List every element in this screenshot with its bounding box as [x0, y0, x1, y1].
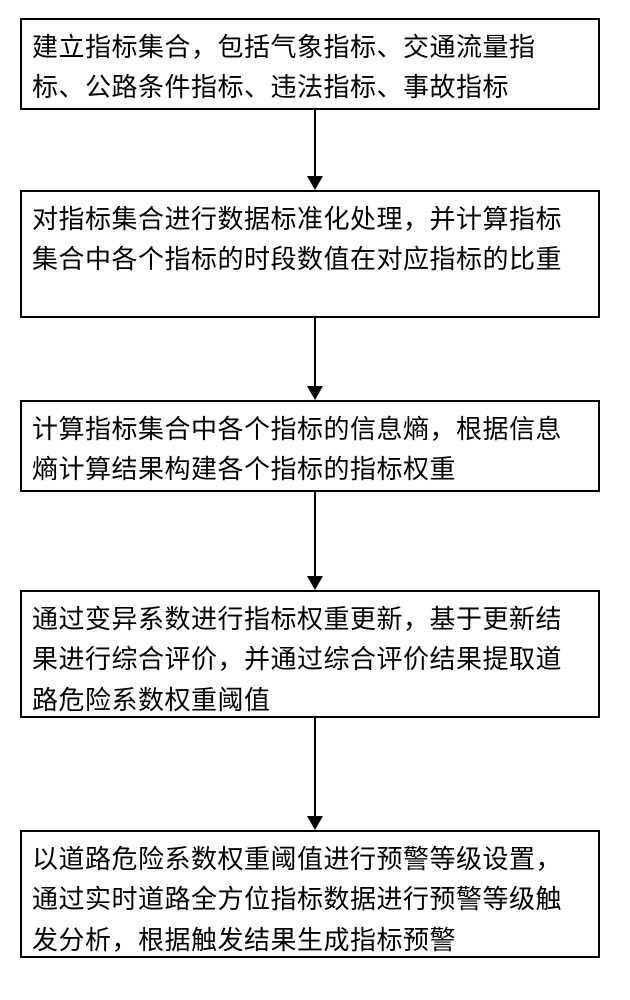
flow-node-1: 建立指标集合，包括气象指标、交通流量指标、公路条件指标、违法指标、事故指标: [20, 18, 600, 110]
flow-arrow-3: [307, 492, 323, 590]
flow-arrow-2: [307, 318, 323, 400]
flow-node-4-text: 通过变异系数进行指标权重更新，基于更新结果进行综合评价，并通过综合评价结果提取道…: [32, 600, 588, 721]
flow-node-4: 通过变异系数进行指标权重更新，基于更新结果进行综合评价，并通过综合评价结果提取道…: [20, 590, 600, 718]
flow-arrow-1: [307, 110, 323, 190]
arrow-head-icon: [307, 176, 323, 190]
arrow-head-icon: [307, 386, 323, 400]
flow-node-3-text: 计算指标集合中各个指标的信息熵，根据信息熵计算结果构建各个指标的指标权重: [32, 410, 588, 491]
arrow-line-icon: [314, 492, 316, 576]
flow-node-5-text: 以道路危险系数权重阈值进行预警等级设置，通过实时道路全方位指标数据进行预警等级触…: [32, 840, 588, 961]
flow-arrow-4: [307, 718, 323, 830]
flow-node-2-text: 对指标集合进行数据标准化处理，并计算指标集合中各个指标的时段数值在对应指标的比重: [32, 200, 588, 281]
arrow-line-icon: [314, 110, 316, 176]
flow-node-5: 以道路危险系数权重阈值进行预警等级设置，通过实时道路全方位指标数据进行预警等级触…: [20, 830, 600, 958]
flow-node-3: 计算指标集合中各个指标的信息熵，根据信息熵计算结果构建各个指标的指标权重: [20, 400, 600, 492]
arrow-head-icon: [307, 816, 323, 830]
arrow-line-icon: [314, 718, 316, 816]
flow-node-2: 对指标集合进行数据标准化处理，并计算指标集合中各个指标的时段数值在对应指标的比重: [20, 190, 600, 318]
flow-node-1-text: 建立指标集合，包括气象指标、交通流量指标、公路条件指标、违法指标、事故指标: [32, 28, 588, 109]
arrow-head-icon: [307, 576, 323, 590]
arrow-line-icon: [314, 318, 316, 386]
flowchart-container: 建立指标集合，包括气象指标、交通流量指标、公路条件指标、违法指标、事故指标 对指…: [0, 0, 630, 1000]
